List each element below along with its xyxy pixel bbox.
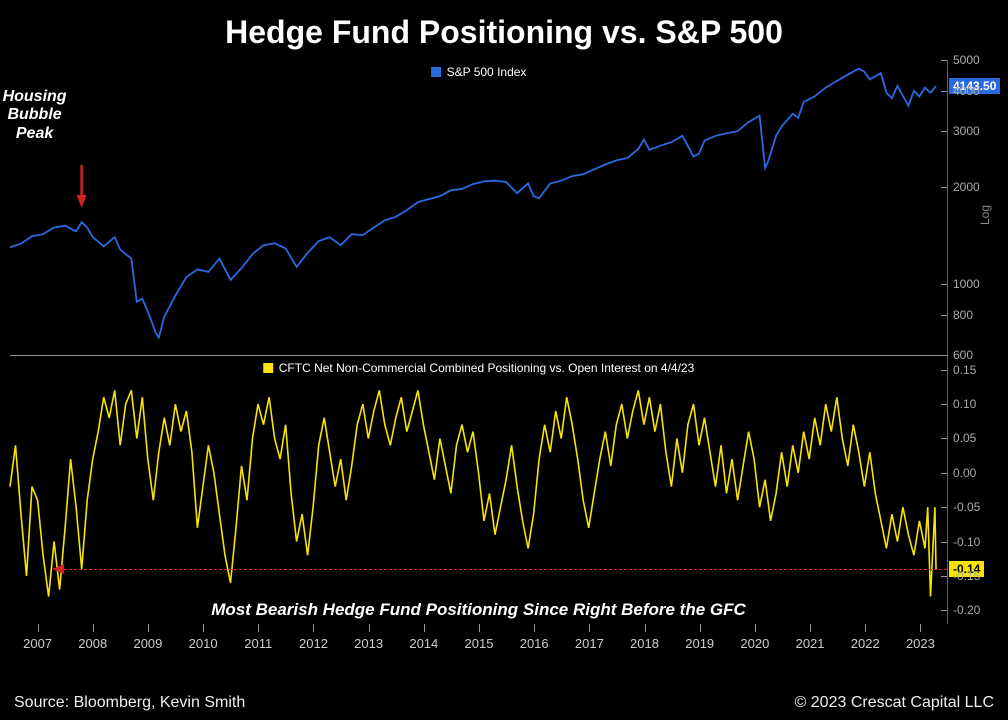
ytick-label: 0.15	[953, 363, 976, 377]
ytick-mark	[941, 473, 947, 474]
xtick-mark	[920, 624, 921, 632]
ytick-mark	[941, 91, 947, 92]
ytick-mark	[941, 315, 947, 316]
sp500-line-plot	[10, 60, 947, 355]
ytick-label: 2000	[953, 180, 980, 194]
xtick-mark	[645, 624, 646, 632]
ytick-label: 0.10	[953, 397, 976, 411]
xtick-label: 2013	[354, 636, 383, 651]
ytick-mark	[941, 542, 947, 543]
xtick-label: 2016	[520, 636, 549, 651]
copyright: © 2023 Crescat Capital LLC	[795, 694, 994, 712]
ytick-mark	[941, 610, 947, 611]
xtick-label: 2023	[906, 636, 935, 651]
xtick-mark	[589, 624, 590, 632]
xtick-label: 2021	[796, 636, 825, 651]
xtick-label: 2009	[133, 636, 162, 651]
xtick-mark	[369, 624, 370, 632]
ytick-label: -0.15	[953, 569, 980, 583]
sp500-panel: S&P 500 Index HousingBubblePeak Log 4143…	[10, 60, 948, 355]
xtick-mark	[424, 624, 425, 632]
ytick-label: 5000	[953, 53, 980, 67]
ytick-mark	[941, 187, 947, 188]
ytick-mark	[941, 131, 947, 132]
xtick-label: 2018	[630, 636, 659, 651]
ytick-label: -0.10	[953, 535, 980, 549]
xtick-label: 2017	[575, 636, 604, 651]
ytick-label: 0.00	[953, 466, 976, 480]
ytick-label: -0.05	[953, 500, 980, 514]
xtick-label: 2020	[740, 636, 769, 651]
ytick-mark	[941, 507, 947, 508]
source-attribution: Source: Bloomberg, Kevin Smith	[14, 694, 245, 712]
xtick-mark	[93, 624, 94, 632]
xtick-label: 2012	[299, 636, 328, 651]
xtick-mark	[534, 624, 535, 632]
ytick-label: 600	[953, 348, 973, 362]
ytick-label: -0.20	[953, 603, 980, 617]
ytick-label: 1000	[953, 277, 980, 291]
log-scale-label: Log	[978, 204, 992, 224]
xtick-label: 2008	[78, 636, 107, 651]
xtick-mark	[810, 624, 811, 632]
xtick-label: 2022	[851, 636, 880, 651]
xtick-mark	[38, 624, 39, 632]
bearish-annotation: Most Bearish Hedge Fund Positioning Sinc…	[10, 600, 947, 620]
ytick-label: 3000	[953, 124, 980, 138]
xtick-mark	[258, 624, 259, 632]
xtick-mark	[203, 624, 204, 632]
ytick-label: 0.05	[953, 431, 976, 445]
ytick-label: 800	[953, 308, 973, 322]
ytick-label: 4000	[953, 84, 980, 98]
xtick-mark	[700, 624, 701, 632]
positioning-line-plot	[10, 356, 947, 624]
chart-title: Hedge Fund Positioning vs. S&P 500	[0, 0, 1008, 51]
xtick-mark	[148, 624, 149, 632]
reference-line	[54, 569, 947, 570]
chart-area: S&P 500 Index HousingBubblePeak Log 4143…	[10, 60, 948, 660]
xtick-label: 2019	[685, 636, 714, 651]
positioning-panel: CFTC Net Non-Commercial Combined Positio…	[10, 356, 948, 624]
ytick-mark	[941, 370, 947, 371]
ytick-mark	[941, 404, 947, 405]
xtick-mark	[865, 624, 866, 632]
ytick-mark	[941, 60, 947, 61]
xtick-label: 2014	[409, 636, 438, 651]
xtick-label: 2011	[244, 636, 272, 651]
ytick-mark	[941, 438, 947, 439]
ytick-mark	[941, 284, 947, 285]
xtick-label: 2015	[465, 636, 494, 651]
x-axis: 2007 2008 2009 2010 2011 2012 2013 2014 2015 2016…	[10, 624, 948, 654]
xtick-mark	[313, 624, 314, 632]
xtick-mark	[479, 624, 480, 632]
ytick-mark	[941, 576, 947, 577]
xtick-mark	[755, 624, 756, 632]
xtick-label: 2010	[189, 636, 218, 651]
xtick-label: 2007	[23, 636, 52, 651]
